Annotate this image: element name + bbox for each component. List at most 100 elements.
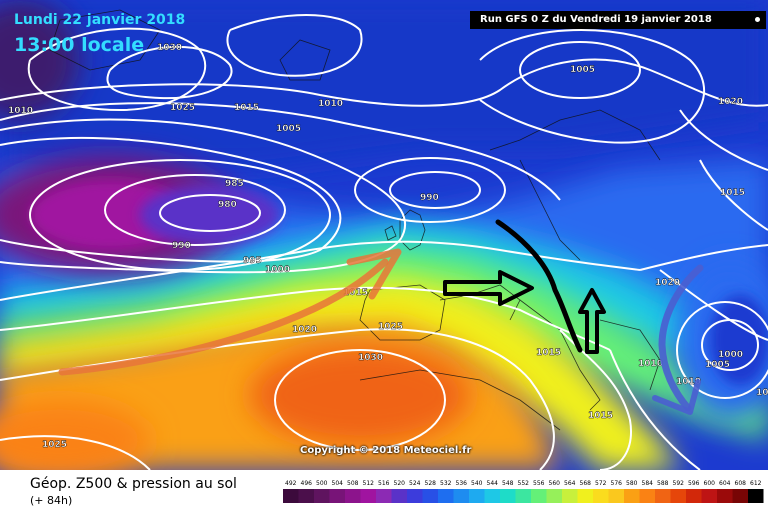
field-title: Géop. Z500 & pression au sol: [30, 476, 237, 492]
scale-tick-label: 508: [347, 480, 359, 487]
orange-arrow-head: [346, 248, 402, 300]
blue-arrow: [658, 264, 704, 412]
scale-tick-label: 524: [409, 480, 421, 487]
scale-swatch: [453, 489, 469, 503]
copyright: Copyright © 2018 Meteociel.fr: [300, 445, 472, 456]
scale-swatch: [345, 489, 361, 503]
scale-tick-label: 496: [301, 480, 313, 487]
scale-tick-label: 576: [611, 480, 623, 487]
isobar-label: 980: [218, 200, 237, 210]
isobar-labels: 1030 1005 1020 1025 1015 1010 1010 1005 …: [8, 43, 768, 450]
scale-swatch: [546, 489, 562, 503]
isobar-label: 1015: [234, 103, 259, 113]
scale-tick-label: 540: [471, 480, 483, 487]
isobar-label: 1005: [705, 360, 730, 370]
scale-tick-label: 604: [719, 480, 731, 487]
scale-swatch: [484, 489, 500, 503]
scale-swatch: [329, 489, 345, 503]
scale-swatch: [360, 489, 376, 503]
scale-swatch: [376, 489, 392, 503]
isobar-label: 1025: [170, 103, 195, 113]
color-scale: 492 496 500 504 508 512 516 520 524 528 532 536 540 5…: [283, 480, 764, 503]
scale-tick-label: 612: [750, 480, 762, 487]
orange-arrow: [58, 258, 389, 376]
geopotential-map: 1030 1005 1020 1025 1015 1010 1010 1005 …: [0, 0, 768, 470]
scale-swatch: [407, 489, 423, 503]
scale-swatch: [624, 489, 640, 503]
scale-tick-label: 528: [425, 480, 437, 487]
scale-swatch: [717, 489, 733, 503]
scale-swatch: [748, 489, 764, 503]
forecast-time: 13:00 locale: [14, 34, 145, 56]
scale-tick-label: 492: [285, 480, 297, 487]
isobar-label: 1015: [343, 288, 368, 298]
isobar-label: 1015: [536, 348, 561, 358]
scale-swatch: [422, 489, 438, 503]
scale-tick-label: 520: [394, 480, 406, 487]
isobar-label: 1010: [756, 388, 768, 398]
scale-tick-label: 600: [704, 480, 716, 487]
scale-swatch: [732, 489, 748, 503]
scale-swatch: [314, 489, 330, 503]
outlined-east-arrow: [443, 270, 534, 306]
scale-swatch: [577, 489, 593, 503]
isobar-label: 1030: [157, 43, 182, 53]
lead-time: (+ 84h): [30, 494, 73, 507]
scale-tick-label: 548: [502, 480, 514, 487]
run-info-banner: Run GFS 0 Z du Vendredi 19 janvier 2018: [470, 11, 766, 29]
scale-swatch: [515, 489, 531, 503]
scale-tick-label: 536: [456, 480, 468, 487]
scale-swatch: [391, 489, 407, 503]
isobar-label: 1010: [676, 377, 701, 387]
scale-swatch: [686, 489, 702, 503]
scale-tick-label: 588: [657, 480, 669, 487]
scale-tick-label: 592: [673, 480, 685, 487]
isobar-label: 1000: [718, 350, 743, 360]
scale-tick-label: 568: [580, 480, 592, 487]
forecast-date: Lundi 22 janvier 2018: [14, 12, 186, 28]
isobar-label: 1010: [8, 106, 33, 116]
annotations: [58, 219, 704, 415]
scale-tick-label: 544: [487, 480, 499, 487]
scale-tick-label: 512: [363, 480, 375, 487]
banner-dot-icon: [755, 17, 760, 22]
isobar-label: 1020: [655, 278, 680, 288]
isobar-label: 990: [172, 241, 191, 251]
isobar-label: 1000: [265, 265, 290, 275]
isobar-label: 1010: [318, 99, 343, 109]
scale-swatch: [283, 489, 299, 503]
scale-swatch: [562, 489, 578, 503]
black-trough-curve: [495, 219, 583, 353]
scale-swatch: [469, 489, 485, 503]
scale-tick-label: 564: [564, 480, 576, 487]
blue-arrow-head: [652, 379, 701, 415]
isobar-label: 1005: [276, 124, 301, 134]
scale-swatch: [639, 489, 655, 503]
scale-tick-label: 608: [735, 480, 747, 487]
scale-tick-label: 572: [595, 480, 607, 487]
scale-tick-label: 532: [440, 480, 452, 487]
scale-tick-label: 580: [626, 480, 638, 487]
scale-tick-label: 556: [533, 480, 545, 487]
isobar-label: 1020: [718, 97, 743, 107]
isobar-label: 995: [243, 256, 262, 266]
isobar-label: 1005: [570, 65, 595, 75]
scale-swatch: [655, 489, 671, 503]
scale-swatch: [608, 489, 624, 503]
isobar-label: 985: [225, 179, 244, 189]
isobar-label: 1015: [588, 411, 613, 421]
scale-swatch: [593, 489, 609, 503]
isobar-label: 1025: [42, 440, 67, 450]
run-info-text: Run GFS 0 Z du Vendredi 19 janvier 2018: [480, 14, 712, 25]
scale-tick-label: 596: [688, 480, 700, 487]
scale-tick-label: 516: [378, 480, 390, 487]
isobar-label: 990: [420, 193, 439, 203]
scale-swatch: [298, 489, 314, 503]
isobar-label: 1020: [292, 325, 317, 335]
scale-swatch: [531, 489, 547, 503]
scale-swatch: [670, 489, 686, 503]
isobar-label: 1010: [638, 359, 663, 369]
scale-tick-label: 552: [518, 480, 530, 487]
isobar-label: 1025: [378, 322, 403, 332]
